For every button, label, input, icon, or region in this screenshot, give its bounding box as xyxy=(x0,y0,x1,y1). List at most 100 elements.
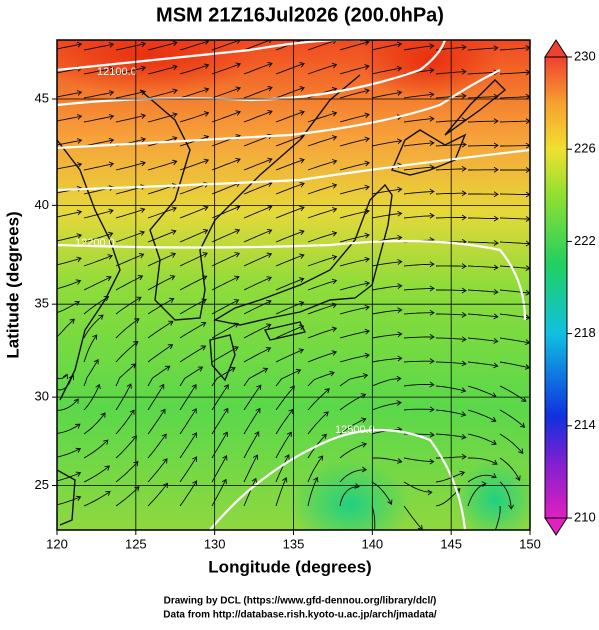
streamline xyxy=(115,296,142,315)
contour-label: 12500.0 xyxy=(335,424,375,436)
streamline xyxy=(275,277,305,291)
streamline xyxy=(371,375,402,387)
streamline xyxy=(307,230,338,243)
streamline xyxy=(275,181,305,195)
streamline xyxy=(243,431,260,459)
streamline xyxy=(147,365,171,387)
warm-spot xyxy=(360,40,500,100)
streamline xyxy=(371,138,403,147)
y-axis-label: Latitude (degrees) xyxy=(3,211,22,358)
streamline xyxy=(179,432,197,459)
streamline xyxy=(339,256,371,267)
y-tick-label: 25 xyxy=(35,477,49,492)
y-tick-label: 45 xyxy=(35,90,49,105)
colorbar-tick-label: 214 xyxy=(574,417,596,432)
streamline xyxy=(179,252,208,267)
streamline xyxy=(339,208,370,219)
streamline xyxy=(83,161,115,171)
streamline xyxy=(57,256,82,266)
x-tick-label: 140 xyxy=(361,536,383,551)
streamline xyxy=(403,285,435,292)
streamline xyxy=(83,114,115,123)
streamline xyxy=(275,348,305,363)
streamline xyxy=(403,406,435,413)
streamline xyxy=(57,374,75,391)
streamline xyxy=(307,455,324,483)
streamline xyxy=(275,324,305,339)
streamline xyxy=(115,113,147,123)
streamline xyxy=(467,313,499,320)
streamline xyxy=(371,457,403,464)
streamline xyxy=(211,205,241,219)
plot-area: 12100.0 12200.0 12500.0 xyxy=(57,40,530,530)
streamline xyxy=(371,186,403,195)
streamline xyxy=(339,232,370,243)
streamline xyxy=(467,473,497,483)
streamline xyxy=(243,407,261,435)
streamline xyxy=(339,373,369,387)
x-tick-label: 125 xyxy=(125,536,147,551)
streamline xyxy=(371,355,403,363)
streamline xyxy=(57,114,83,122)
streamline xyxy=(57,373,68,380)
streamline xyxy=(499,93,530,100)
streamline xyxy=(403,334,435,340)
streamline xyxy=(275,253,305,267)
streamline xyxy=(403,457,435,465)
streamline xyxy=(339,88,370,99)
streamline xyxy=(467,93,499,100)
streamline xyxy=(339,417,367,435)
streamline xyxy=(371,331,403,339)
streamline xyxy=(403,43,435,51)
streamline xyxy=(371,65,403,75)
x-tick-label: 130 xyxy=(204,536,226,551)
streamline xyxy=(115,89,147,99)
streamline xyxy=(115,230,145,243)
streamline xyxy=(403,91,435,99)
streamline xyxy=(494,505,501,530)
streamline xyxy=(147,433,167,459)
streamline xyxy=(243,367,269,387)
streamline xyxy=(179,87,210,99)
streamline xyxy=(371,283,403,291)
y-tick-label: 35 xyxy=(35,296,49,311)
streamline xyxy=(243,299,272,315)
streamline xyxy=(371,400,402,411)
streamline xyxy=(371,481,393,505)
streamline xyxy=(307,326,338,339)
streamline xyxy=(115,253,145,267)
streamline xyxy=(147,408,166,435)
streamline xyxy=(307,476,319,507)
streamline xyxy=(115,409,135,435)
streamline xyxy=(275,454,290,483)
colorbar-bar xyxy=(544,56,568,519)
streamline xyxy=(83,66,115,75)
streamline xyxy=(275,110,305,123)
streamline xyxy=(499,385,527,402)
streamline xyxy=(468,166,499,173)
streamline xyxy=(179,111,210,123)
streamline xyxy=(179,456,198,483)
streamline xyxy=(307,350,338,363)
streamline xyxy=(243,157,273,171)
streamline xyxy=(339,160,370,171)
colorbar-cap xyxy=(544,39,568,58)
streamline xyxy=(275,477,288,507)
streamline xyxy=(275,62,305,75)
footer-text: Data from http://database.rish.kyoto-u.a… xyxy=(163,610,437,621)
streamline xyxy=(179,158,210,171)
streamline xyxy=(83,412,106,435)
streamline xyxy=(83,358,99,387)
x-tick-label: 145 xyxy=(440,536,462,551)
streamline xyxy=(115,275,144,291)
x-tick-label: 120 xyxy=(46,536,68,551)
streamline xyxy=(179,205,209,219)
streamline xyxy=(467,264,499,271)
streamline xyxy=(57,447,82,458)
streamline xyxy=(371,259,403,267)
title: MSM 21Z16Jul2026 (200.0hPa) xyxy=(156,4,444,26)
streamline xyxy=(500,167,530,173)
streamline xyxy=(275,431,292,459)
colorbar-tick-label: 218 xyxy=(574,325,596,340)
